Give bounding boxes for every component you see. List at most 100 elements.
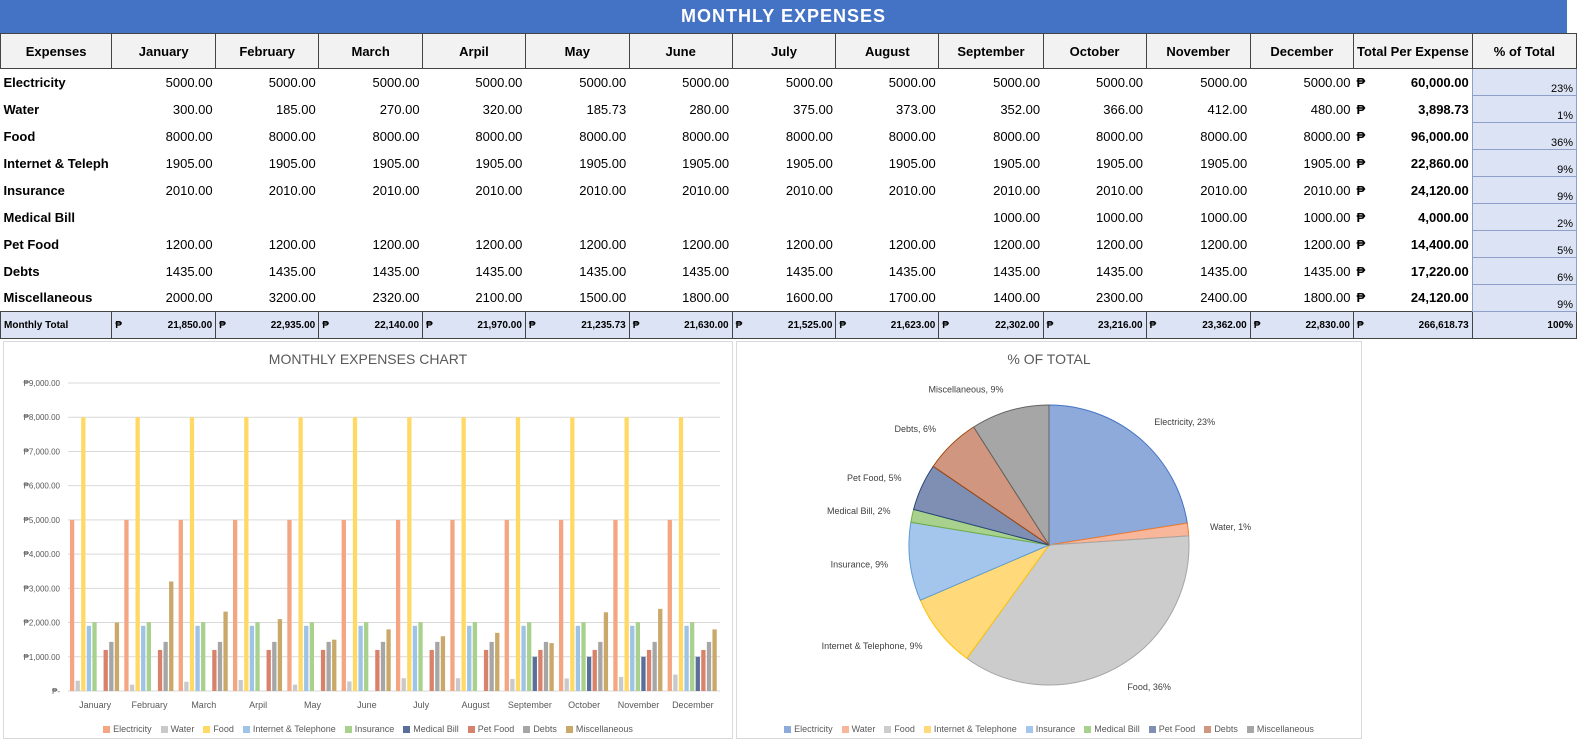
value-cell[interactable]: 185.73: [586, 101, 627, 117]
value-cell[interactable]: 1905.00: [888, 155, 936, 171]
value-cell[interactable]: [112, 204, 216, 231]
bar-debts[interactable]: [380, 641, 386, 691]
value-cell[interactable]: 8000.00: [372, 128, 420, 144]
value-cell[interactable]: 1200.00: [682, 236, 730, 252]
value-cell[interactable]: 8000.00: [1096, 128, 1144, 144]
bar-internet-telephone[interactable]: [575, 625, 581, 691]
percent-cell[interactable]: 23%: [1471, 68, 1577, 96]
monthly-total-cell[interactable]: ₱ 21,970.00: [422, 311, 526, 339]
value-cell[interactable]: 412.00: [1207, 101, 1248, 117]
bar-internet-telephone[interactable]: [141, 625, 146, 691]
value-cell[interactable]: 352.00: [1000, 101, 1041, 117]
percent-cell[interactable]: 36%: [1471, 122, 1577, 150]
value-cell[interactable]: 480.00: [1310, 101, 1351, 117]
value-cell[interactable]: 280.00: [689, 101, 730, 117]
value-cell[interactable]: 1905.00: [579, 155, 627, 171]
bar-internet-telephone[interactable]: [249, 625, 255, 691]
bar-electricity[interactable]: [395, 519, 401, 691]
value-cell[interactable]: 373.00: [896, 101, 936, 117]
expense-name-cell[interactable]: Miscellaneous: [3, 290, 93, 306]
percent-cell[interactable]: 2%: [1471, 203, 1577, 231]
bar-miscellaneous[interactable]: [332, 639, 337, 691]
value-cell[interactable]: 1905.00: [993, 155, 1041, 171]
value-cell[interactable]: 1435.00: [268, 263, 316, 279]
value-cell[interactable]: 2010.00: [682, 182, 730, 198]
bar-electricity[interactable]: [613, 519, 618, 691]
total-cell[interactable]: ₱ 3,898.73: [1353, 96, 1472, 123]
monthly-total-cell[interactable]: ₱ 23,362.00: [1145, 311, 1251, 339]
value-cell[interactable]: 8000.00: [579, 128, 627, 144]
expense-name-cell[interactable]: Internet & Teleph: [3, 155, 109, 171]
bar-pet-food[interactable]: [103, 649, 108, 691]
expense-name-cell[interactable]: Debts: [3, 263, 40, 279]
value-cell[interactable]: 1435.00: [475, 263, 523, 279]
value-cell[interactable]: 1905.00: [165, 155, 213, 171]
bar-insurance[interactable]: [527, 622, 532, 691]
monthly-total-cell[interactable]: ₱ 22,302.00: [938, 311, 1044, 339]
bar-pet-food[interactable]: [375, 649, 380, 691]
bar-food[interactable]: [624, 417, 629, 691]
total-cell[interactable]: ₱ 60,000.00: [1353, 69, 1472, 96]
value-cell[interactable]: 5000.00: [682, 74, 730, 90]
bar-food[interactable]: [298, 417, 303, 691]
value-cell[interactable]: 1905.00: [785, 155, 833, 171]
monthly-total-cell[interactable]: ₱ 22,140.00: [318, 311, 424, 339]
total-cell[interactable]: ₱ 22,860.00: [1353, 150, 1472, 177]
total-cell[interactable]: ₱ 96,000.00: [1353, 123, 1472, 150]
value-cell[interactable]: 8000.00: [1200, 128, 1248, 144]
value-cell[interactable]: [732, 204, 836, 231]
bar-insurance[interactable]: [146, 622, 151, 691]
bar-food[interactable]: [81, 417, 86, 691]
value-cell[interactable]: 1000.00: [1096, 209, 1144, 225]
legend-item[interactable]: Pet Food: [1148, 724, 1195, 734]
pie-slice-insurance[interactable]: [908, 521, 1051, 601]
total-cell[interactable]: ₱ 17,220.00: [1353, 258, 1472, 285]
bar-debts[interactable]: [435, 641, 440, 691]
bar-pet-food[interactable]: [320, 649, 326, 691]
value-cell[interactable]: 1200.00: [888, 236, 936, 252]
value-cell[interactable]: 2010.00: [1200, 182, 1248, 198]
value-cell[interactable]: 1905.00: [682, 155, 730, 171]
value-cell[interactable]: 1800.00: [682, 290, 730, 306]
value-cell[interactable]: 1200.00: [993, 236, 1041, 252]
value-cell[interactable]: 1435.00: [1096, 263, 1144, 279]
legend-item[interactable]: Miscellaneous: [565, 724, 633, 734]
bar-miscellaneous[interactable]: [549, 643, 554, 691]
bar-miscellaneous[interactable]: [277, 619, 283, 691]
expense-name-cell[interactable]: Insurance: [3, 182, 65, 198]
expense-name-cell[interactable]: Electricity: [3, 74, 66, 90]
value-cell[interactable]: 1200.00: [1096, 236, 1144, 252]
value-cell[interactable]: 5000.00: [268, 74, 316, 90]
bar-miscellaneous[interactable]: [386, 629, 391, 691]
percent-cell[interactable]: 9%: [1471, 176, 1577, 204]
bar-debts[interactable]: [543, 641, 549, 691]
value-cell[interactable]: 5000.00: [1200, 74, 1248, 90]
value-cell[interactable]: 2010.00: [268, 182, 316, 198]
expense-name-cell[interactable]: Food: [3, 128, 36, 144]
bar-internet-telephone[interactable]: [358, 625, 363, 691]
bar-electricity[interactable]: [124, 519, 129, 691]
percent-cell[interactable]: 9%: [1471, 284, 1577, 312]
value-cell[interactable]: 1435.00: [372, 263, 420, 279]
bar-electricity[interactable]: [232, 519, 238, 691]
bar-food[interactable]: [407, 417, 412, 691]
value-cell[interactable]: 1200.00: [372, 236, 420, 252]
pie-slice-food[interactable]: [966, 535, 1190, 686]
bar-medical-bill[interactable]: [532, 656, 537, 691]
column-header[interactable]: June: [628, 33, 733, 69]
value-cell[interactable]: [629, 204, 732, 231]
value-cell[interactable]: 1435.00: [1303, 263, 1351, 279]
bar-water[interactable]: [347, 681, 352, 691]
value-cell[interactable]: 1200.00: [785, 236, 833, 252]
monthly-total-cell[interactable]: ₱ 21,235.73: [524, 311, 630, 339]
value-cell[interactable]: 1905.00: [1096, 155, 1144, 171]
legend-item[interactable]: Debts: [1204, 724, 1238, 734]
bar-water[interactable]: [75, 680, 80, 691]
bar-food[interactable]: [189, 417, 195, 691]
value-cell[interactable]: 5000.00: [372, 74, 420, 90]
bar-water[interactable]: [564, 678, 569, 691]
value-cell[interactable]: 320.00: [482, 101, 523, 117]
value-cell[interactable]: 1905.00: [1200, 155, 1248, 171]
bar-insurance[interactable]: [364, 622, 369, 691]
bar-debts[interactable]: [598, 641, 603, 691]
